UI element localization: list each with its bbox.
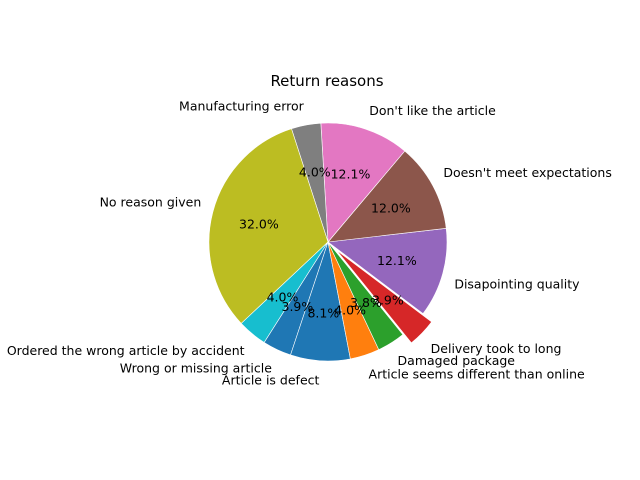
pie-slices [208, 122, 448, 362]
slice-don-t-like-the-article [320, 122, 406, 243]
slice-disapointing-quality [327, 227, 448, 315]
slice-label-disapointing-quality: Disapointing quality [454, 276, 580, 291]
slice-no-reason-given [208, 128, 329, 324]
pct-label-manufacturing-error: 4.0% [299, 164, 331, 179]
slice-label-wrong-or-missing-article: Wrong or missing article [120, 360, 272, 375]
pct-label-damaged-package: 3.8% [350, 295, 382, 310]
pct-label-delivery-took-to-long: 3.9% [372, 292, 404, 307]
chart-title: Return reasons [270, 72, 383, 90]
slice-label-article-is-defect: Article is defect [222, 373, 320, 388]
pct-label-doesn-t-meet-expectations: 12.0% [371, 201, 411, 216]
pct-label-article-seems-different-than-online: 4.0% [334, 302, 366, 317]
slice-label-doesn-t-meet-expectations: Doesn't meet expectations [443, 165, 612, 180]
slice-label-damaged-package: Damaged package [398, 353, 516, 368]
percentage-labels: 12.1%12.0%12.1%4.0%32.0%4.0%3.9%8.1%4.0%… [239, 164, 417, 320]
slice-label-article-seems-different-than-online: Article seems different than online [369, 366, 586, 381]
slice-label-manufacturing-error: Manufacturing error [179, 98, 305, 113]
slice-label-no-reason-given: No reason given [100, 194, 202, 209]
slice-delivery-took-to-long [336, 250, 433, 344]
pct-label-article-is-defect: 8.1% [307, 306, 339, 321]
pct-label-disapointing-quality: 12.1% [377, 253, 417, 268]
slice-doesn-t-meet-expectations [327, 150, 447, 243]
pct-label-wrong-or-missing-article: 3.9% [282, 299, 314, 314]
slice-label-ordered-the-wrong-article-by-accident: Ordered the wrong article by accident [7, 343, 245, 358]
slice-labels: Disapointing quality Doesn't meet expecta… [7, 98, 612, 387]
slice-damaged-package [327, 241, 404, 351]
pct-label-ordered-the-wrong-article-by-accident: 4.0% [267, 290, 299, 305]
pct-label-no-reason-given: 32.0% [239, 217, 279, 232]
slice-label-don-t-like-the-article: Don't like the article [369, 103, 496, 118]
pct-label-don-t-like-the-article: 12.1% [331, 167, 371, 182]
slice-label-delivery-took-to-long: Delivery took to long [431, 341, 562, 356]
